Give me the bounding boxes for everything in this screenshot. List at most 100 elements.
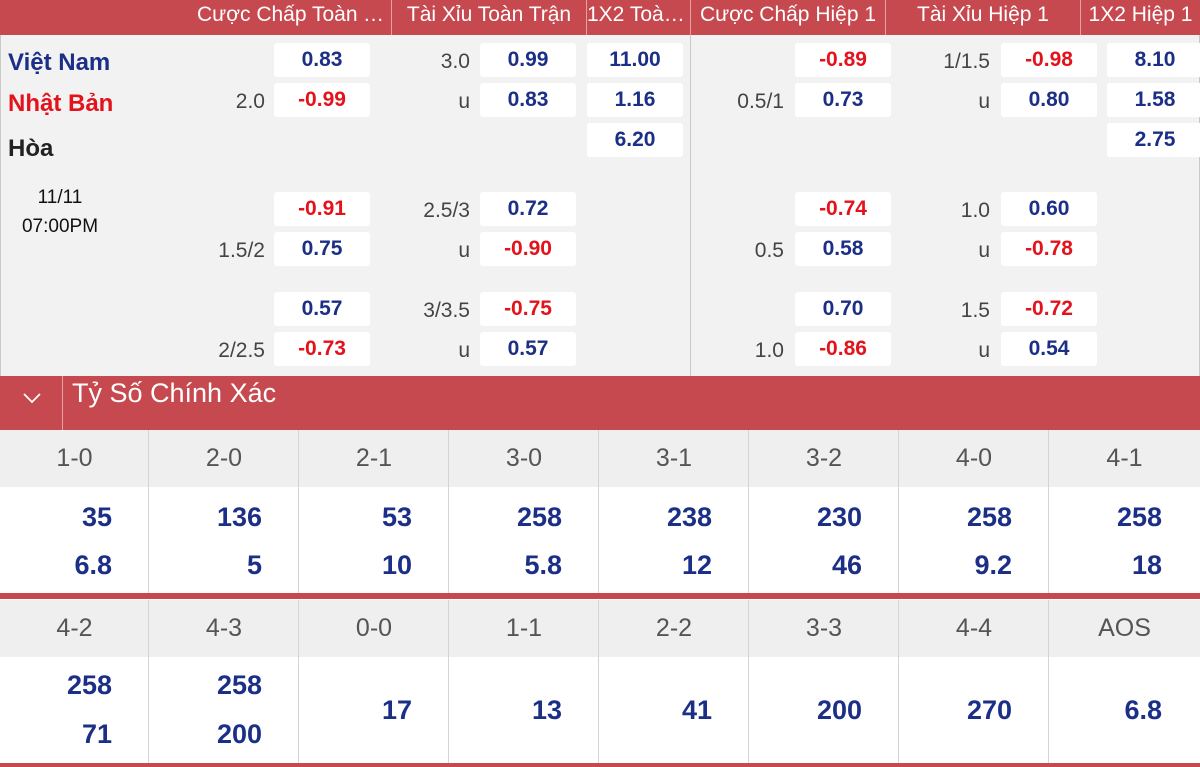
odds-1x2-ft-draw[interactable]: 6.20 <box>587 123 683 157</box>
odds-ah-ft-away[interactable]: -0.99 <box>274 83 370 117</box>
odds-ou-ft-under[interactable]: 0.57 <box>480 332 576 366</box>
odds-1x2-h1-away[interactable]: 1.58 <box>1107 83 1200 117</box>
odds-ah-h1-home[interactable]: -0.89 <box>795 43 891 77</box>
odds-ou-h1-over[interactable]: 0.60 <box>1001 192 1097 226</box>
col-ah-half1[interactable]: Cược Chấp Hiệp 1 <box>699 3 877 26</box>
ou-h1-under-label: u <box>978 239 990 262</box>
score-label: 0-0 <box>355 614 393 642</box>
col-ou-half1[interactable]: Tài Xỉu Hiệp 1 <box>917 3 1049 26</box>
odds-ou-ft-over[interactable]: 0.99 <box>480 43 576 77</box>
divider <box>0 593 1200 599</box>
divider <box>748 430 749 593</box>
divider <box>1048 430 1049 593</box>
score-odd-top[interactable]: 136 <box>216 502 262 532</box>
score-odd-top[interactable]: 258 <box>1116 502 1162 532</box>
score-odd-bottom[interactable]: 200 <box>216 719 262 749</box>
score-odd-top[interactable]: 258 <box>216 670 262 700</box>
col-1x2-half1[interactable]: 1X2 Hiệp 1 <box>1088 3 1193 26</box>
odds-ou-h1-under[interactable]: -0.78 <box>1001 232 1097 266</box>
score-odd[interactable]: 200 <box>816 695 862 725</box>
odds-ou-ft-over[interactable]: -0.75 <box>480 292 576 326</box>
score-label: 2-1 <box>355 444 393 472</box>
score-odd[interactable]: 6.8 <box>1124 695 1162 725</box>
odds-ah-ft-away[interactable]: -0.73 <box>274 332 370 366</box>
score-odd-top[interactable]: 230 <box>816 502 862 532</box>
odds-ou-h1-under[interactable]: 0.80 <box>1001 83 1097 117</box>
odds-ah-ft-home[interactable]: 0.83 <box>274 43 370 77</box>
odds-ou-h1-over[interactable]: -0.72 <box>1001 292 1097 326</box>
divider <box>598 430 599 593</box>
divider <box>148 600 149 763</box>
score-odd-bottom[interactable]: 5.8 <box>524 550 562 580</box>
home-team-name: Việt Nam <box>8 49 111 76</box>
odds-1x2-h1-draw[interactable]: 2.75 <box>1107 123 1200 157</box>
score-odd-top[interactable]: 258 <box>66 670 112 700</box>
score-odd-bottom[interactable]: 10 <box>381 550 412 580</box>
ou-h1-line: 1/1.5 <box>943 50 990 73</box>
ou-h1-line: 1.5 <box>960 299 990 322</box>
ou-ft-under-label: u <box>458 339 470 362</box>
score-odd-top[interactable]: 35 <box>81 502 112 532</box>
score-odd[interactable]: 13 <box>531 695 562 725</box>
score-label: 3-3 <box>805 614 843 642</box>
divider <box>885 0 886 35</box>
score-odd-top[interactable]: 238 <box>666 502 712 532</box>
score-odd-bottom[interactable]: 6.8 <box>74 550 112 580</box>
match-time: 07:00PM <box>21 216 99 237</box>
ou-h1-under-label: u <box>978 90 990 113</box>
score-odd-bottom[interactable]: 46 <box>831 550 862 580</box>
score-odd-bottom[interactable]: 5 <box>246 550 262 580</box>
ou-ft-under-label: u <box>458 90 470 113</box>
odds-ou-h1-over[interactable]: -0.98 <box>1001 43 1097 77</box>
score-label: AOS <box>1098 614 1151 642</box>
score-odd[interactable]: 17 <box>381 695 412 725</box>
odds-ah-h1-home[interactable]: -0.74 <box>795 192 891 226</box>
odds-ah-h1-home[interactable]: 0.70 <box>795 292 891 326</box>
odds-ou-h1-under[interactable]: 0.54 <box>1001 332 1097 366</box>
odds-ah-h1-away[interactable]: 0.58 <box>795 232 891 266</box>
score-odd-bottom[interactable]: 18 <box>1131 550 1162 580</box>
ou-ft-line: 3.0 <box>440 50 470 73</box>
odds-ah-ft-home[interactable]: -0.91 <box>274 192 370 226</box>
score-odd-top[interactable]: 53 <box>381 502 412 532</box>
score-label: 1-1 <box>505 614 543 642</box>
odds-ou-ft-under[interactable]: -0.90 <box>480 232 576 266</box>
col-ah-fulltime[interactable]: Cược Chấp Toàn Trận <box>197 3 391 26</box>
divider <box>298 600 299 763</box>
score-label: 1-0 <box>56 444 93 472</box>
odds-ah-ft-home[interactable]: 0.57 <box>274 292 370 326</box>
ou-h1-under-label: u <box>978 339 990 362</box>
col-1x2-fulltime[interactable]: 1X2 Toàn Trận <box>587 3 690 26</box>
odds-ah-h1-away[interactable]: 0.73 <box>795 83 891 117</box>
ah-h1-line: 1.0 <box>754 339 784 362</box>
odds-1x2-ft-home[interactable]: 11.00 <box>587 43 683 77</box>
score-odds-row: 35 6.8 136 5 53 10 258 5.8 238 12 230 46… <box>0 487 1200 593</box>
ou-ft-line: 2.5/3 <box>423 199 470 222</box>
match-date: 11/11 <box>37 187 83 208</box>
odds-1x2-h1-home[interactable]: 8.10 <box>1107 43 1200 77</box>
odds-ah-h1-away[interactable]: -0.86 <box>795 332 891 366</box>
score-label: 4-0 <box>955 444 993 472</box>
score-label: 3-2 <box>805 444 843 472</box>
col-ou-fulltime[interactable]: Tài Xỉu Toàn Trận <box>406 3 572 26</box>
odds-ou-ft-over[interactable]: 0.72 <box>480 192 576 226</box>
score-odd-bottom[interactable]: 12 <box>681 550 712 580</box>
score-header-row: 1-0 2-0 2-1 3-0 3-1 3-2 4-0 4-1 <box>0 430 1200 487</box>
odds-ou-ft-under[interactable]: 0.83 <box>480 83 576 117</box>
divider <box>1080 0 1081 35</box>
score-odd-bottom[interactable]: 71 <box>81 719 112 749</box>
correct-score-bar[interactable]: Tỷ Số Chính Xác <box>0 376 1200 430</box>
score-odd[interactable]: 41 <box>681 695 712 725</box>
odds-ah-ft-away[interactable]: 0.75 <box>274 232 370 266</box>
chevron-down-icon[interactable] <box>22 388 42 411</box>
score-odd-bottom[interactable]: 9.2 <box>974 550 1012 580</box>
score-odd-top[interactable]: 258 <box>966 502 1012 532</box>
odds-header: Cược Chấp Toàn Trận Tài Xỉu Toàn Trận 1X… <box>0 0 1200 35</box>
odds-panel: Việt Nam Nhật Bản Hòa 11/11 07:00PM 0.83… <box>0 35 1200 376</box>
ou-ft-under-label: u <box>458 239 470 262</box>
score-odd-top[interactable]: 258 <box>516 502 562 532</box>
divider <box>62 376 63 430</box>
odds-1x2-ft-away[interactable]: 1.16 <box>587 83 683 117</box>
score-odd[interactable]: 270 <box>966 695 1012 725</box>
divider <box>448 430 449 593</box>
